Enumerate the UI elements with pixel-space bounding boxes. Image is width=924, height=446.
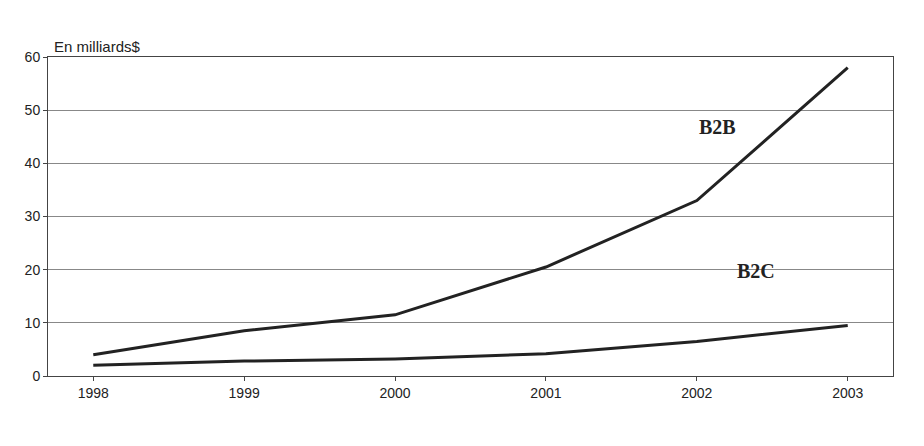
svg-text:10: 10 bbox=[25, 315, 41, 331]
svg-text:50: 50 bbox=[25, 102, 41, 118]
svg-text:B2C: B2C bbox=[737, 260, 775, 282]
svg-text:B2B: B2B bbox=[699, 116, 736, 138]
svg-text:En milliards$: En milliards$ bbox=[54, 38, 141, 55]
svg-text:60: 60 bbox=[25, 49, 41, 65]
svg-text:1999: 1999 bbox=[229, 385, 260, 401]
svg-text:0: 0 bbox=[32, 368, 40, 384]
svg-text:2002: 2002 bbox=[681, 385, 712, 401]
svg-text:40: 40 bbox=[25, 155, 41, 171]
svg-text:1998: 1998 bbox=[78, 385, 109, 401]
svg-text:2001: 2001 bbox=[530, 385, 561, 401]
svg-text:20: 20 bbox=[25, 262, 41, 278]
svg-text:30: 30 bbox=[25, 208, 41, 224]
svg-text:2003: 2003 bbox=[832, 385, 863, 401]
svg-text:2000: 2000 bbox=[379, 385, 410, 401]
